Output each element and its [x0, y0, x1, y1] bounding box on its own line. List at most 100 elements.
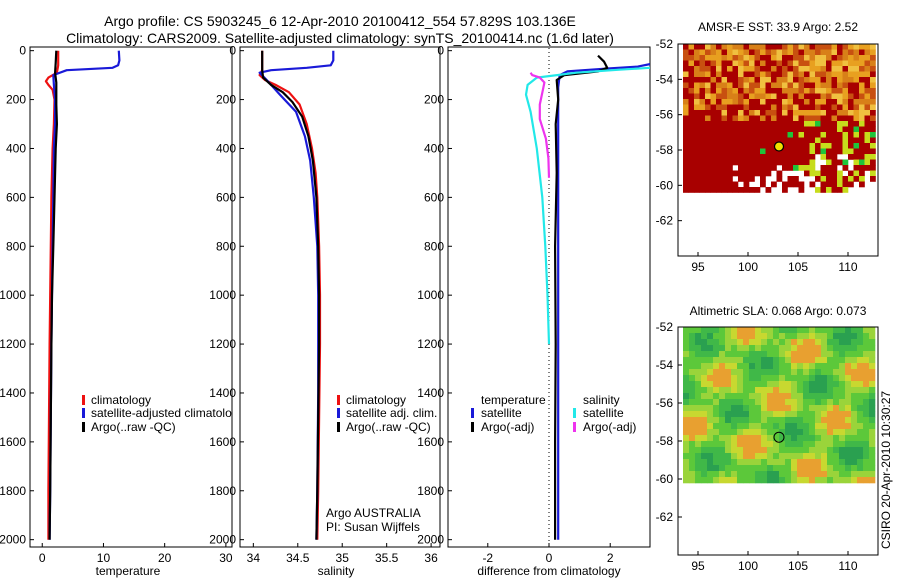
sst-grid-cell: [782, 60, 788, 67]
sst-grid-cell: [804, 55, 810, 61]
sst-grid-cell: [809, 55, 816, 61]
sla-grid-cell: [695, 345, 702, 352]
sst-grid-cell: [820, 148, 827, 155]
sst-grid-cell: [842, 110, 849, 116]
sst-grid-cell: [815, 82, 821, 89]
sla-grid-cell: [809, 339, 816, 346]
sst-grid-cell: [727, 170, 733, 177]
sla-grid-cell: [833, 417, 840, 424]
sst-grid-cell: [776, 71, 783, 78]
sla-grid-cell: [737, 453, 744, 460]
sla-grid-cell: [815, 339, 822, 346]
sla-grid-cell: [791, 417, 798, 424]
sla-grid-cell: [821, 441, 828, 448]
sst-grid-cell: [721, 71, 728, 78]
sla-grid-cell: [713, 405, 720, 412]
sla-grid-cell: [869, 327, 876, 334]
sst-grid-cell: [705, 137, 711, 144]
sla-grid-cell: [785, 363, 792, 370]
sst-grid-cell: [826, 66, 832, 72]
sla-grid-cell: [809, 357, 816, 364]
sst-grid-cell: [859, 137, 865, 144]
sla-grid-cell: [755, 375, 762, 382]
sst-grid-cell: [749, 187, 755, 193]
sla-grid-cell: [701, 465, 708, 472]
lat-tick-label: -52: [656, 37, 674, 51]
sst-grid-cell: [699, 154, 706, 160]
sla-grid-cell: [821, 375, 828, 382]
sst-grid-cell: [732, 110, 739, 116]
sla-grid-cell: [827, 369, 834, 376]
sla-grid-cell: [833, 357, 840, 364]
sla-grid-cell: [719, 351, 726, 358]
sst-grid-cell: [842, 88, 849, 94]
legend-swatch-satellite-adj: [337, 408, 340, 418]
sla-grid-cell: [695, 471, 702, 478]
sla-grid-cell: [725, 459, 732, 466]
sst-grid-cell: [837, 115, 843, 122]
sla-grid-cell: [701, 345, 708, 352]
depth-tick-label: 800: [6, 239, 26, 253]
sst-argo-position-marker: [773, 141, 785, 152]
sst-grid-cell: [782, 126, 788, 133]
sla-grid-cell: [821, 477, 828, 484]
sla-grid-cell: [755, 357, 762, 364]
sst-grid-cell: [837, 88, 843, 94]
sla-grid-cell: [701, 387, 708, 394]
sst-grid-cell: [820, 60, 827, 67]
sla-grid-cell: [803, 435, 810, 442]
sla-grid-cell: [869, 477, 876, 484]
sst-grid-cell: [859, 165, 865, 171]
sla-grid-cell: [695, 357, 702, 364]
sla-grid-cell: [743, 399, 750, 406]
sst-grid-cell: [699, 115, 706, 122]
sst-grid-cell: [776, 93, 783, 100]
sla-grid-cell: [743, 471, 750, 478]
sla-grid-cell: [683, 477, 690, 484]
sla-grid-cell: [755, 399, 762, 406]
sst-grid-cell: [848, 49, 854, 56]
sla-grid-cell: [839, 351, 846, 358]
x-tick-label: 0: [546, 551, 553, 565]
sla-grid-cell: [707, 363, 714, 370]
sst-grid-cell: [683, 132, 689, 138]
sla-grid-cell: [869, 345, 876, 352]
sst-grid-cell: [853, 99, 860, 105]
sla-grid-cell: [827, 381, 834, 388]
sla-grid-cell: [833, 441, 840, 448]
sla-grid-cell: [845, 471, 852, 478]
sla-grid-cell: [785, 345, 792, 352]
sla-grid-cell: [701, 441, 708, 448]
sla-grid-cell: [755, 423, 762, 430]
sst-grid-cell: [688, 126, 695, 133]
sla-grid-cell: [761, 405, 768, 412]
sst-grid-cell: [749, 77, 755, 83]
sst-grid-cell: [743, 93, 750, 100]
sla-grid-cell: [767, 471, 774, 478]
sst-grid-cell: [853, 55, 860, 61]
sla-grid-cell: [695, 405, 702, 412]
sla-grid-cell: [701, 393, 708, 400]
sla-grid-cell: [827, 387, 834, 394]
sst-grid-cell: [732, 181, 739, 188]
sst-grid-cell: [831, 88, 838, 94]
sst-grid-cell: [820, 44, 827, 50]
sla-grid-cell: [773, 339, 780, 346]
sst-grid-cell: [721, 132, 728, 138]
sst-grid-cell: [831, 99, 838, 105]
sst-grid-cell: [699, 137, 706, 144]
sla-grid-cell: [827, 399, 834, 406]
sst-grid-cell: [749, 143, 755, 149]
sla-grid-cell: [713, 393, 720, 400]
sla-grid-cell: [713, 333, 720, 340]
sst-grid-cell: [776, 77, 783, 83]
sst-grid-cell: [754, 82, 761, 89]
sst-grid-cell: [727, 181, 733, 188]
sst-grid-cell: [716, 66, 722, 72]
sla-grid-cell: [827, 375, 834, 382]
sst-grid-cell: [820, 93, 827, 100]
sst-grid-cell: [760, 44, 766, 50]
temperature-x-ticks: 0 10 20 30: [39, 543, 233, 565]
sla-grid-cell: [749, 459, 756, 466]
